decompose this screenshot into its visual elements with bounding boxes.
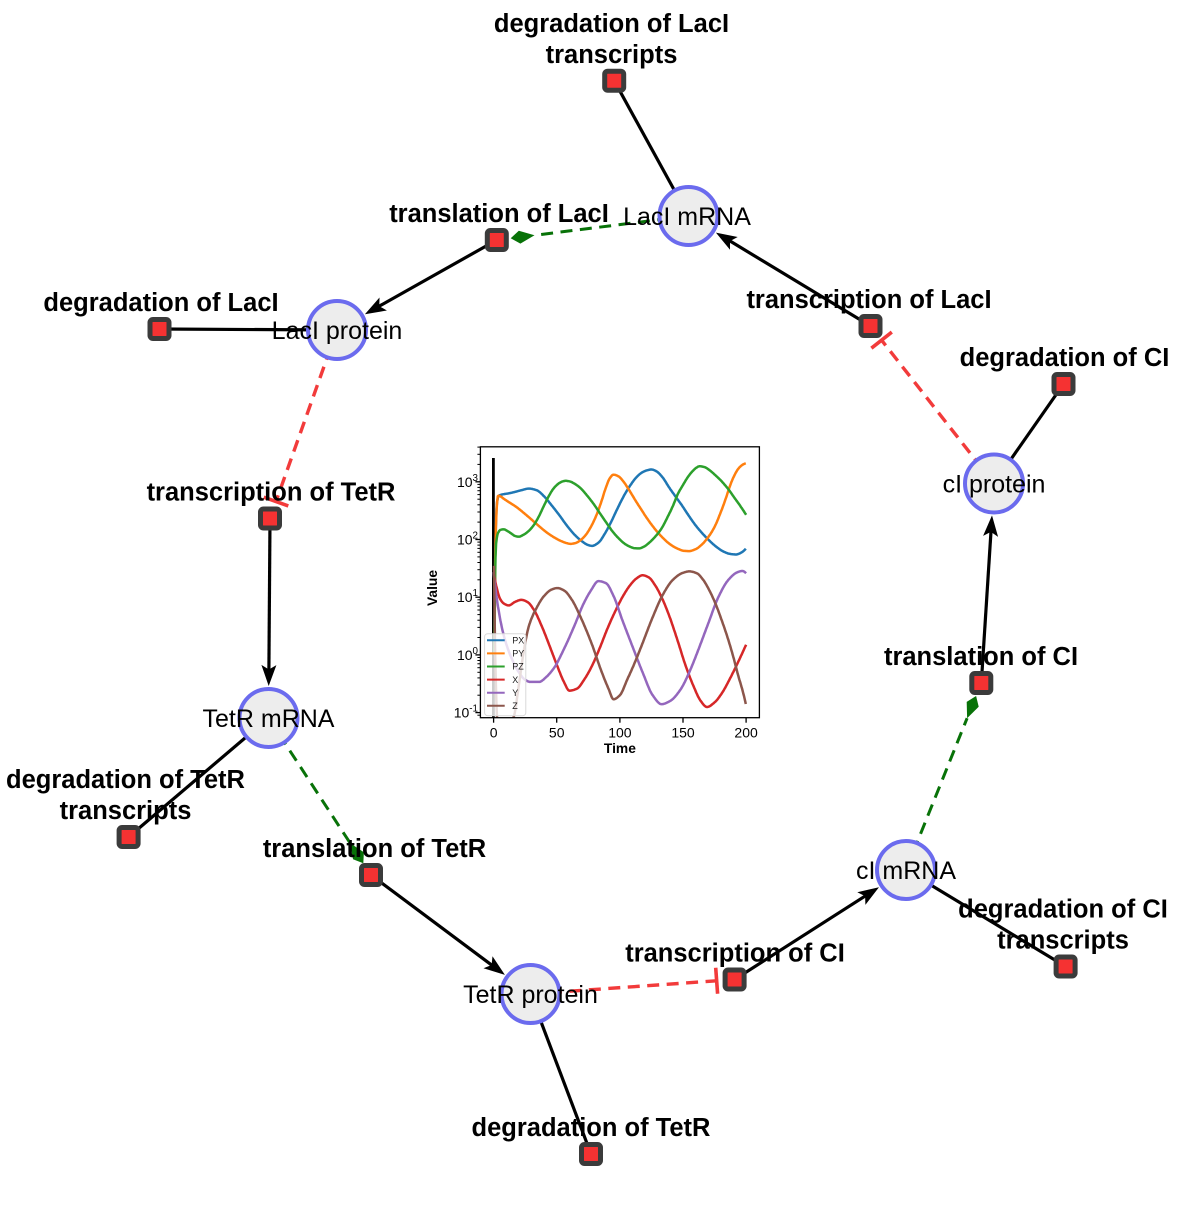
svg-text:transcripts: transcripts [546,41,678,69]
svg-text:degradation of CI: degradation of CI [958,896,1168,924]
svg-text:transcription of LacI: transcription of LacI [746,286,991,314]
svg-text:translation of LacI: translation of LacI [389,200,609,228]
svg-text:transcripts: transcripts [60,797,192,825]
svg-text:cI protein: cI protein [943,470,1046,498]
svg-text:Z: Z [512,701,518,711]
svg-text:cI mRNA: cI mRNA [856,857,956,885]
svg-text:transcripts: transcripts [997,927,1129,955]
svg-text:degradation of TetR: degradation of TetR [6,766,245,794]
svg-text:TetR protein: TetR protein [463,981,598,1009]
svg-text:150: 150 [671,725,695,741]
svg-text:degradation of TetR: degradation of TetR [472,1114,711,1142]
svg-text:PZ: PZ [512,662,524,672]
svg-text:Y: Y [512,688,518,698]
svg-text:Value: Value [425,570,440,606]
svg-text:transcription of CI: transcription of CI [625,940,845,968]
svg-text:LacI protein: LacI protein [272,317,403,345]
svg-text:transcription of TetR: transcription of TetR [147,479,396,507]
svg-text:0: 0 [490,725,498,741]
svg-text:PY: PY [512,649,524,659]
svg-text:translation of TetR: translation of TetR [263,835,486,863]
svg-text:100: 100 [608,725,632,741]
svg-text:PX: PX [512,636,524,646]
svg-text:degradation of CI: degradation of CI [960,344,1170,372]
svg-text:50: 50 [549,725,565,741]
svg-text:TetR mRNA: TetR mRNA [203,705,335,733]
svg-text:X: X [512,675,518,685]
svg-text:degradation of LacI: degradation of LacI [494,10,729,38]
svg-text:200: 200 [734,725,758,741]
svg-text:LacI mRNA: LacI mRNA [623,203,751,231]
svg-text:degradation of LacI: degradation of LacI [43,289,278,317]
svg-text:Time: Time [604,741,636,756]
svg-text:translation of CI: translation of CI [884,643,1078,671]
